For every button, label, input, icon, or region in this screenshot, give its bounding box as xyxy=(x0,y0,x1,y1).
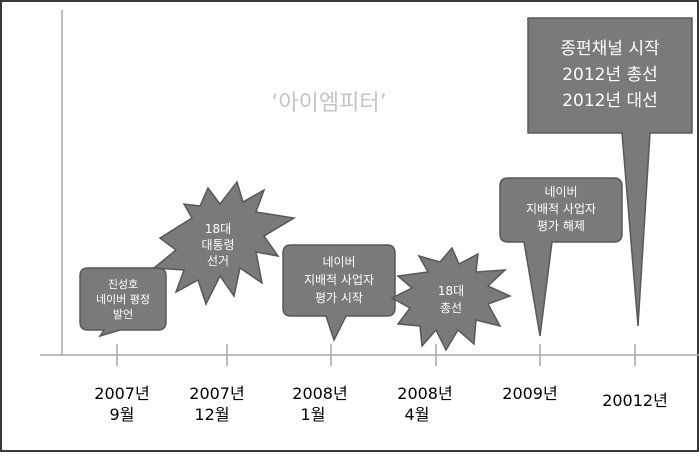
event-callout: 네이버 지배적 사업자 평가 해제 xyxy=(499,177,623,337)
timeline-month-label: 12월 xyxy=(194,405,229,424)
timeline-year-label: 2007년 xyxy=(94,384,149,403)
callout-shape xyxy=(499,177,623,337)
burst-text: 대통령 xyxy=(201,238,234,252)
timeline-month-label: 1월 xyxy=(301,405,326,424)
timeline-month-label: 4월 xyxy=(405,405,430,424)
burst-text: 총선 xyxy=(440,301,462,315)
burst-text: 18대 xyxy=(438,284,464,298)
event-callout: 진성호 네이버 평정 발언 xyxy=(79,267,167,338)
callout-shape xyxy=(282,244,396,342)
timeline-month-label: 9월 xyxy=(110,405,135,424)
callout-text: 네이버 xyxy=(322,255,355,269)
callout-text: 지배적 사업자 xyxy=(526,202,596,216)
timeline-year-label: 2009년 xyxy=(502,384,557,403)
callout-text: 발언 xyxy=(113,308,133,321)
callout-text: 2012년 대선 xyxy=(562,91,658,111)
callout-text: 네이버 평정 xyxy=(96,293,150,306)
callout-text: 지배적 사업자 xyxy=(304,273,374,287)
timeline-year-label: 2008년 xyxy=(292,384,347,403)
timeline-year-label: 2007년 xyxy=(189,384,244,403)
burst-shape xyxy=(390,246,512,352)
burst-text: 18대 xyxy=(205,222,231,236)
callout-text: 평가 시작 xyxy=(315,291,363,305)
callout-text: 네이버 xyxy=(544,185,577,199)
burst-text: 선거 xyxy=(207,254,229,268)
timeline-year-label: 2008년 xyxy=(397,384,452,403)
callout-shape xyxy=(79,267,167,338)
callout-text: 종편채널 시작 xyxy=(560,39,660,59)
event-callout: 종편채널 시작 2012년 총선 2012년 대선 xyxy=(527,17,693,327)
callout-text: 2012년 총선 xyxy=(562,65,658,85)
callout-text: 평가 해제 xyxy=(537,219,585,233)
event-burst: 18대 총선 xyxy=(390,246,512,352)
timeline-year-label: 20012년 xyxy=(602,391,668,410)
watermark: ‘아이엠피터’ xyxy=(271,91,386,116)
burst-shape xyxy=(152,180,297,306)
callout-shape xyxy=(527,17,693,327)
event-burst: 18대 대통령 선거 xyxy=(152,180,297,306)
callout-text: 진성호 xyxy=(108,278,138,291)
event-callout: 네이버 지배적 사업자 평가 시작 xyxy=(282,244,396,342)
